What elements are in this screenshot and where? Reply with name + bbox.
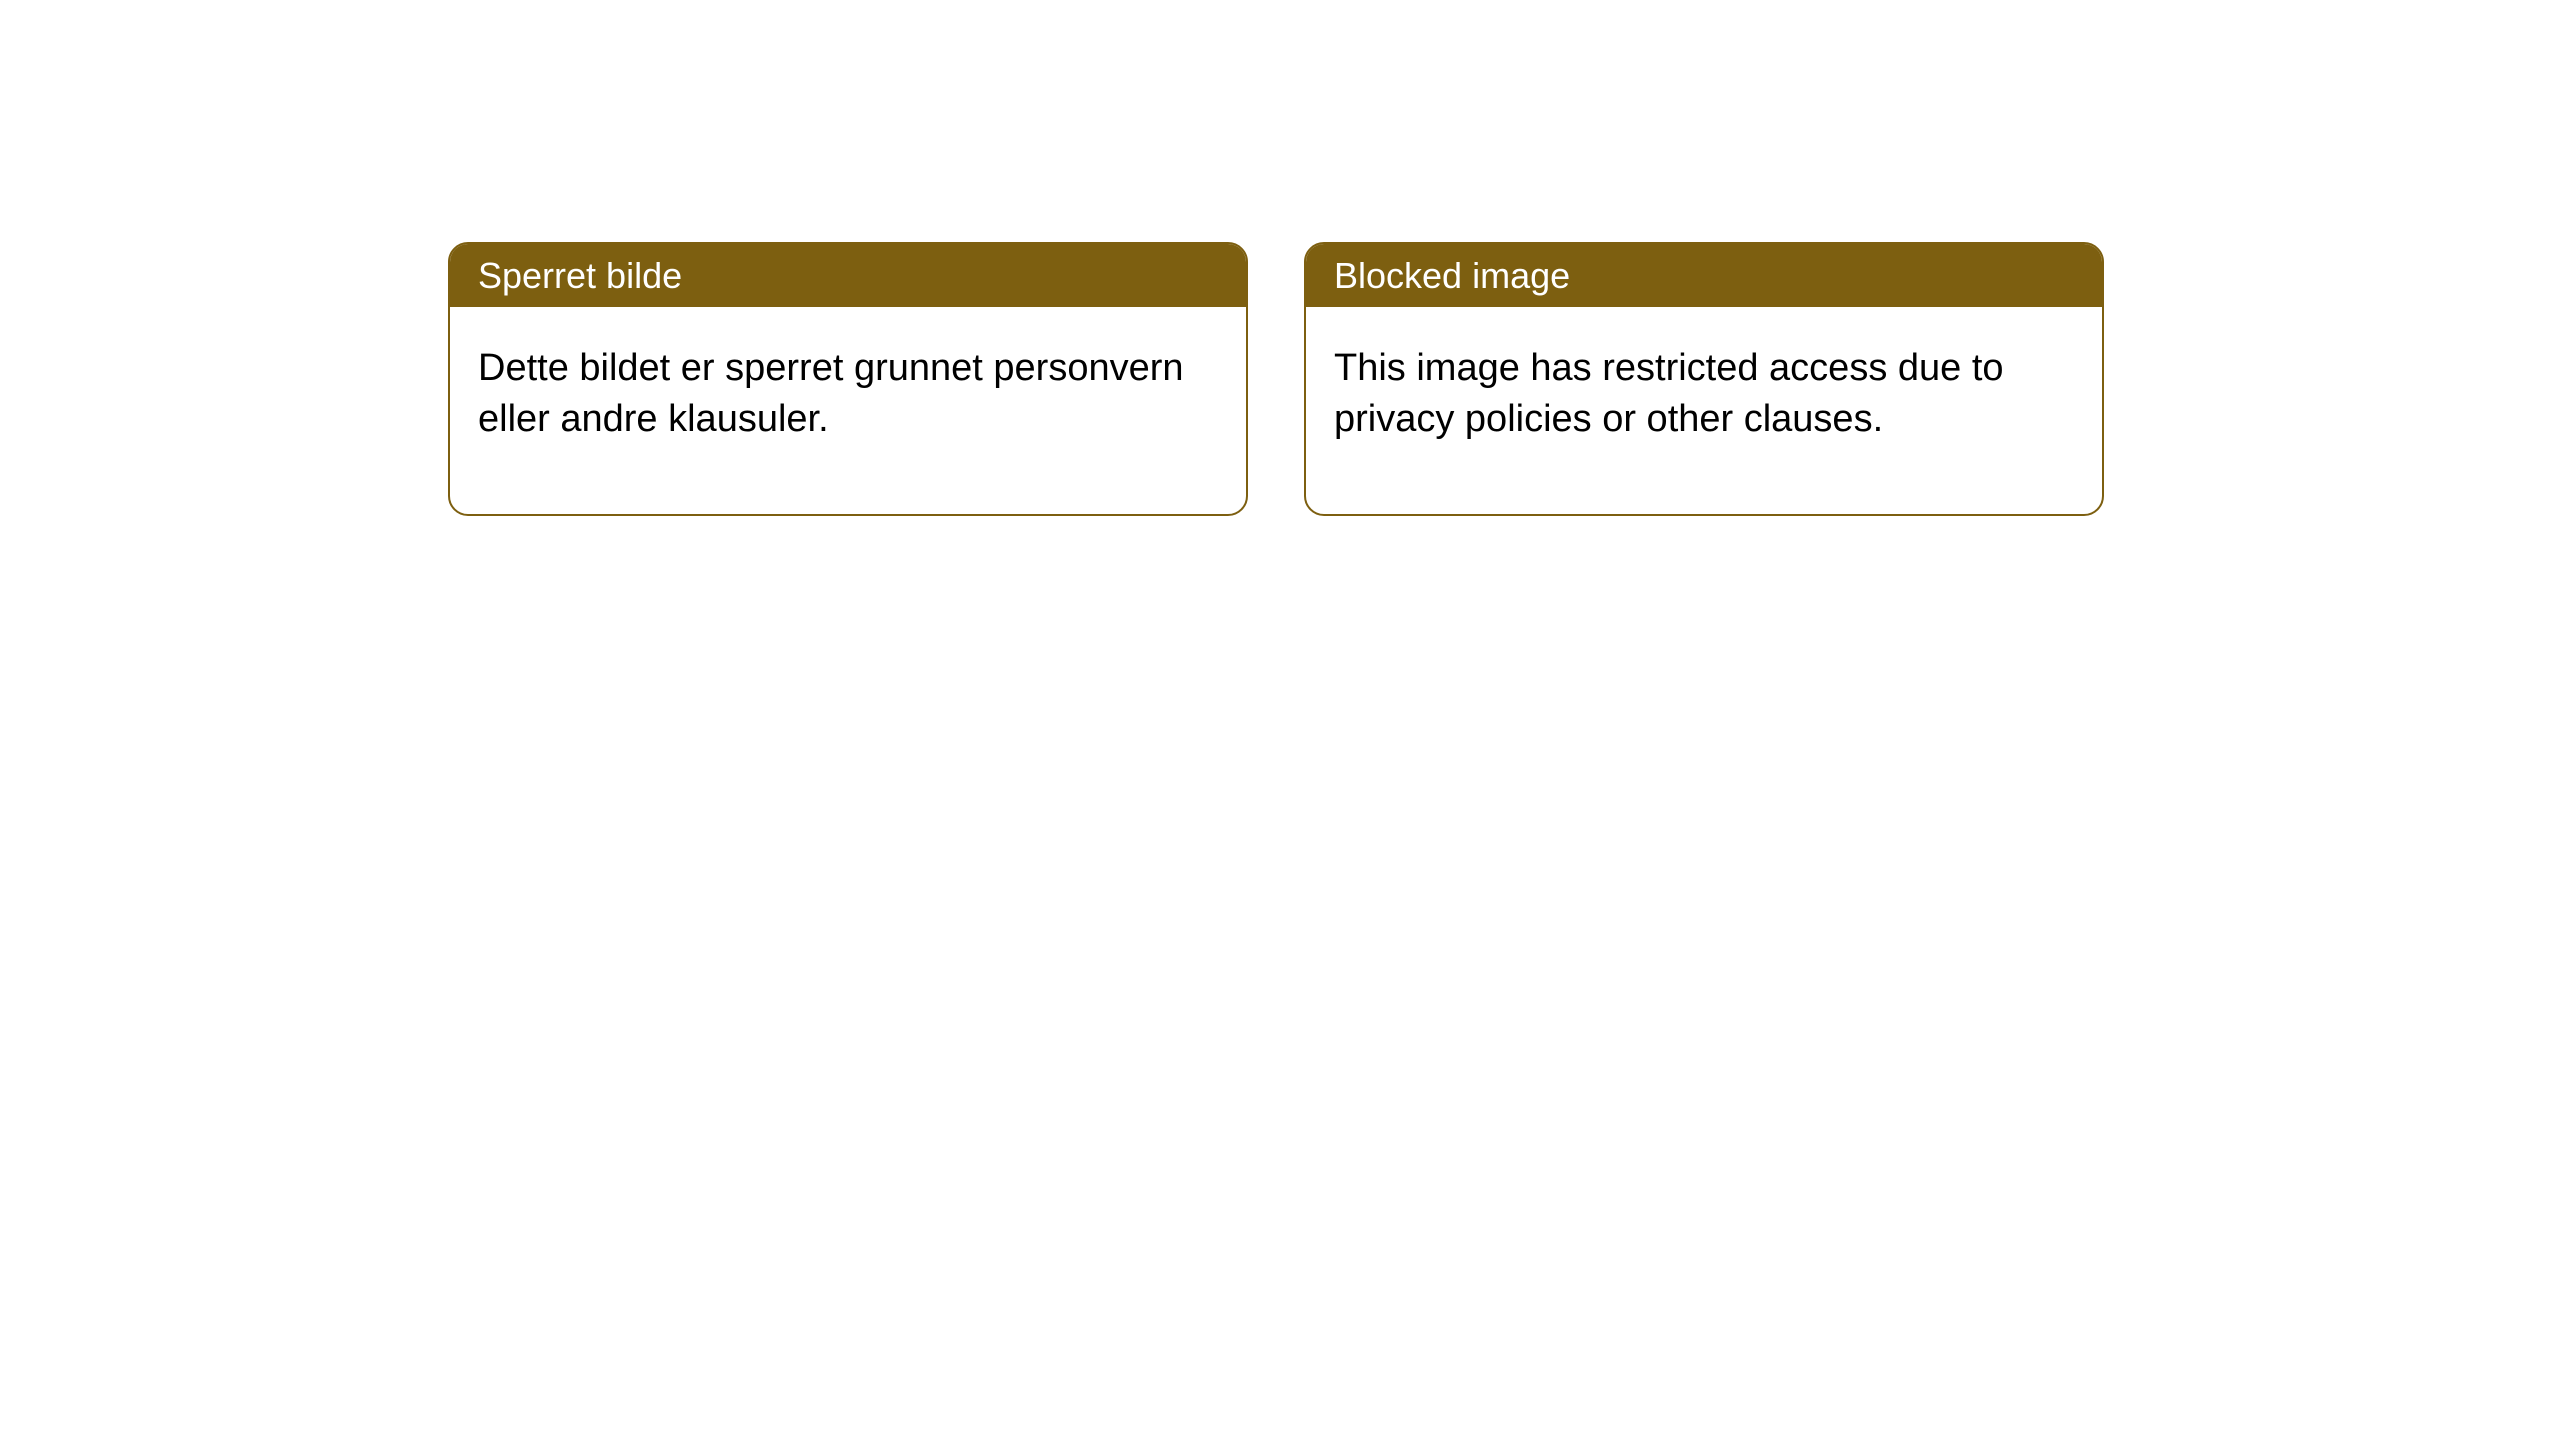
card-header: Sperret bilde	[450, 244, 1246, 307]
card-body: This image has restricted access due to …	[1306, 307, 2102, 514]
notice-cards-container: Sperret bilde Dette bildet er sperret gr…	[0, 0, 2560, 516]
blocked-image-card-no: Sperret bilde Dette bildet er sperret gr…	[448, 242, 1248, 516]
card-body-text: Dette bildet er sperret grunnet personve…	[478, 347, 1184, 440]
card-body: Dette bildet er sperret grunnet personve…	[450, 307, 1246, 514]
card-header-text: Blocked image	[1334, 255, 1570, 296]
card-header: Blocked image	[1306, 244, 2102, 307]
blocked-image-card-en: Blocked image This image has restricted …	[1304, 242, 2104, 516]
card-header-text: Sperret bilde	[478, 255, 682, 296]
card-body-text: This image has restricted access due to …	[1334, 347, 2004, 440]
